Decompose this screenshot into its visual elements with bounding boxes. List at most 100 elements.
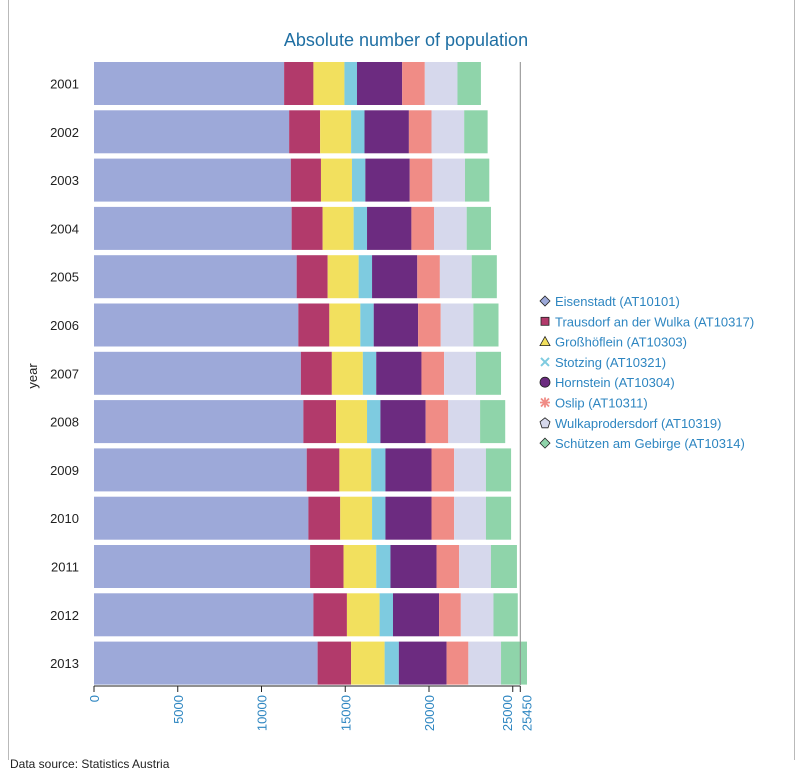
- legend-cross-icon: [540, 357, 550, 367]
- bar-segment: [431, 448, 455, 492]
- bar-segment: [362, 351, 377, 395]
- y-tick-label: 2006: [50, 318, 79, 333]
- legend-diamond-icon: [539, 437, 551, 449]
- bar-segment: [306, 448, 340, 492]
- bar-segment: [460, 593, 494, 637]
- bar-segment: [436, 545, 460, 588]
- y-tick-label: 2002: [50, 125, 79, 140]
- y-tick-label: 2010: [50, 511, 79, 526]
- bar-segment: [94, 641, 318, 685]
- y-tick-label: 2007: [50, 366, 79, 381]
- legend-label: Trausdorf an der Wulka (AT10317): [555, 314, 754, 329]
- bar-segment: [340, 496, 373, 540]
- bar-segment: [291, 206, 323, 250]
- y-axis-label: year: [25, 363, 40, 389]
- bar-segment: [372, 496, 386, 540]
- legend-label: Schützen am Gebirge (AT10314): [555, 436, 745, 451]
- bar-segment: [475, 351, 502, 395]
- bar-segment: [94, 545, 311, 588]
- bar-segment: [313, 62, 345, 105]
- bar-segment: [421, 351, 445, 395]
- bar-segment: [379, 593, 393, 637]
- bar-segment: [346, 593, 380, 637]
- bar-segment: [320, 158, 352, 202]
- legend-label: Wulkaprodersdorf (AT10319): [555, 416, 721, 431]
- bar-segment: [459, 545, 491, 588]
- bar-segment: [485, 448, 512, 492]
- bar-segment: [444, 351, 476, 395]
- bar-segment: [466, 206, 491, 250]
- y-tick-label: 2003: [50, 173, 79, 188]
- bar-segment: [94, 62, 285, 105]
- y-tick-labels: 2001 2002 2003 2004 2005 2006 2007 2008 2009 2010…: [50, 77, 79, 672]
- bar-segment: [464, 110, 488, 154]
- bar-segment: [365, 158, 410, 202]
- bar-segment: [490, 545, 517, 588]
- bar-segment: [473, 303, 499, 347]
- bar-segment: [290, 158, 321, 202]
- x-tick-label: 0: [87, 695, 102, 702]
- bar-segment: [485, 496, 512, 540]
- bar-segment: [468, 641, 502, 685]
- bar-segment: [322, 206, 354, 250]
- bar-segment: [331, 351, 363, 395]
- bar-segment: [344, 62, 357, 105]
- legend-asterisk-icon: [540, 397, 550, 408]
- y-tick-label: 2005: [50, 270, 79, 285]
- bar-segment: [418, 303, 441, 347]
- bar-segment: [313, 593, 347, 637]
- bar-segment: [454, 496, 486, 540]
- bar-segment: [373, 303, 419, 347]
- bar-segment: [493, 593, 518, 637]
- bar-segment: [471, 255, 497, 299]
- bar-segment: [94, 448, 307, 492]
- bar-segment: [424, 62, 458, 105]
- bar-segment: [298, 303, 330, 347]
- bar-segment: [343, 545, 377, 588]
- bar-segment: [380, 400, 426, 444]
- chart-title: Absolute number of population: [284, 30, 528, 50]
- bar-segment: [289, 110, 321, 154]
- bar-segment: [371, 448, 386, 492]
- bar-segment: [402, 62, 425, 105]
- bar-segment: [385, 496, 432, 540]
- bar-segment: [320, 110, 352, 154]
- bar-segment: [372, 255, 418, 299]
- bar-segment: [454, 448, 486, 492]
- legend-label: Großhöflein (AT10303): [555, 335, 687, 350]
- bar-segment: [94, 303, 299, 347]
- bar-segment: [327, 255, 359, 299]
- x-tick-label: 20000: [422, 695, 437, 731]
- bar-segment: [398, 641, 447, 685]
- legend-diamond-icon: [539, 295, 551, 307]
- bar-segment: [408, 110, 432, 154]
- legend-square-icon: [540, 316, 550, 326]
- y-tick-label: 2004: [50, 221, 79, 236]
- bar-segment: [303, 400, 337, 444]
- bar-segment: [94, 206, 292, 250]
- bar-segment: [284, 62, 314, 105]
- bar-segment: [358, 255, 373, 299]
- bar-segment: [360, 303, 374, 347]
- legend: Eisenstadt (AT10101) Trausdorf an der Wul…: [539, 294, 754, 451]
- legend-circle-icon: [539, 376, 551, 388]
- bar-segment: [434, 206, 467, 250]
- bar-segment: [336, 400, 368, 444]
- bar-segment: [390, 545, 437, 588]
- bar-segment: [392, 593, 440, 637]
- bar-segment: [409, 158, 433, 202]
- x-tick-label: 10000: [255, 695, 270, 731]
- legend-label: Stotzing (AT10321): [555, 355, 666, 370]
- bar-segment: [317, 641, 352, 685]
- bar-segment: [351, 110, 365, 154]
- bar-segment: [376, 545, 391, 588]
- bar-segment: [94, 351, 301, 395]
- bar-segment: [439, 593, 461, 637]
- bar-segment: [384, 641, 399, 685]
- x-tick-label: 25000: [500, 695, 515, 731]
- bar-segment: [94, 400, 304, 444]
- legend-label: Hornstein (AT10304): [555, 375, 675, 390]
- bar-segment: [296, 255, 328, 299]
- y-tick-label: 2013: [50, 656, 79, 671]
- y-tick-label: 2001: [50, 77, 79, 92]
